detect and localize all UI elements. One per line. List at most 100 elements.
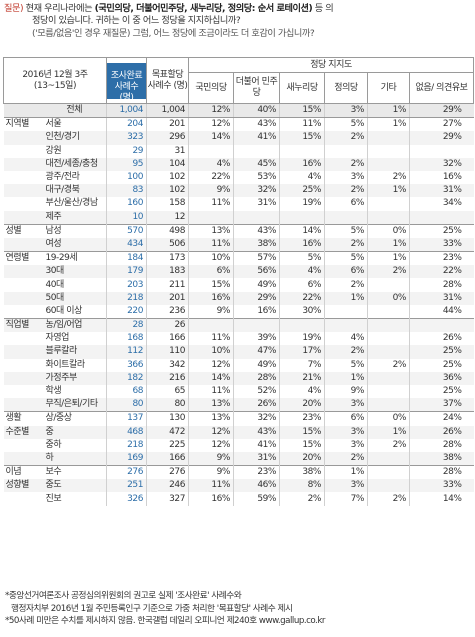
party-header: 기타	[367, 72, 410, 104]
party-percent: 32%	[233, 411, 280, 426]
footnote-1: *중앙선거여론조사 공정심의위원회의 권고로 실제 '조사완료' 사례수와	[5, 591, 242, 601]
table-row: 인천/경기 323 296 14% 41% 15% 2% 29%	[3, 131, 474, 145]
sample-target-count: 506	[146, 237, 189, 252]
table-row: 자영업 168 166 11% 39% 19% 4% 26%	[4, 332, 474, 346]
sample-done-count: 68	[106, 384, 147, 399]
group-label	[3, 102, 44, 119]
party-percent: 5%	[279, 251, 325, 266]
party-percent: 0%	[367, 223, 410, 238]
group-label: 이념	[3, 465, 44, 480]
party-percent: 16%	[188, 291, 234, 305]
party-percent: 14%	[279, 223, 325, 238]
party-percent: 26%	[409, 332, 474, 346]
party-percent: 5%	[324, 358, 368, 372]
party-percent: 38%	[279, 465, 325, 480]
party-percent: 11%	[188, 237, 234, 252]
sample-done-count: 323	[106, 131, 147, 145]
party-percent	[367, 278, 410, 292]
sample-target-count: 31	[146, 144, 189, 158]
party-percent: 1%	[324, 291, 368, 305]
party-percent: 12%	[188, 438, 234, 452]
party-percent: 22%	[409, 265, 474, 279]
party-percent: 13%	[188, 398, 234, 412]
group-label: 생활	[3, 411, 44, 426]
party-percent: 11%	[279, 117, 325, 132]
subgroup-label: 서울	[43, 117, 107, 132]
party-percent: 15%	[188, 278, 234, 292]
group-label	[3, 345, 44, 359]
party-percent: 46%	[233, 479, 280, 493]
party-percent: 2%	[367, 492, 410, 506]
party-percent: 7%	[324, 492, 368, 506]
party-percent: 28%	[409, 465, 474, 480]
party-percent: 9%	[188, 451, 234, 466]
sample-done-count: 1,004	[106, 102, 147, 119]
table-row: 가정주부 182 216 14% 28% 21% 1% 36%	[3, 371, 474, 385]
party-percent	[324, 144, 368, 158]
group-label	[3, 237, 44, 252]
sample-target-count: 166	[146, 332, 189, 346]
group-label	[4, 492, 44, 505]
table-row: 연령별 19-29세 184 173 10% 57% 5% 5% 1% 23%	[3, 251, 474, 266]
party-percent: 3%	[324, 170, 368, 185]
party-percent: 11%	[188, 384, 234, 399]
party-percent: 34%	[409, 197, 474, 211]
table-row: 30대 179 183 6% 56% 4% 6% 2% 22%	[3, 265, 474, 279]
sample-done-count: 182	[106, 371, 147, 385]
subgroup-label: 제주	[43, 210, 107, 225]
question-text-a: 현재 우리나라에는	[25, 3, 95, 14]
table-row: 중하 218 225 12% 41% 15% 3% 2% 28%	[4, 438, 474, 452]
group-label	[3, 265, 44, 279]
table-row: 50대 218 201 16% 29% 22% 1% 0% 31%	[3, 291, 474, 305]
subgroup-label: 가정주부	[43, 371, 107, 385]
party-percent: 12%	[188, 358, 234, 372]
subgroup-label: 남성	[43, 223, 107, 238]
group-label	[4, 171, 44, 184]
sample-done-count: 10	[106, 210, 147, 225]
party-percent: 3%	[324, 479, 368, 493]
question-text-b: 등 의	[312, 3, 334, 14]
sample-target-count: 216	[146, 371, 189, 385]
sample-target-count: 327	[146, 492, 189, 506]
party-percent: 1%	[324, 371, 368, 385]
subgroup-label: 인천/경기	[43, 131, 107, 145]
party-percent: 12%	[188, 117, 234, 132]
sample-done-count: 160	[106, 197, 147, 211]
group-label	[3, 291, 44, 305]
subgroup-label: 강원	[45, 145, 62, 156]
party-percent	[367, 197, 410, 211]
party-percent: 12%	[188, 102, 234, 119]
party-header: 새누리당	[279, 72, 325, 104]
sample-done-count: 83	[106, 184, 147, 198]
subgroup-label: 농/임/어업	[43, 318, 107, 333]
party-percent	[188, 318, 234, 333]
party-percent: 33%	[409, 479, 474, 493]
table-row: 제주 10 12	[3, 210, 474, 225]
sample-target-count: 1,004	[146, 102, 189, 119]
party-percent: 27%	[409, 117, 474, 132]
party-percent: 25%	[409, 384, 474, 399]
sample-done-count: 28	[106, 318, 147, 333]
subgroup-label: 19-29세	[43, 251, 107, 266]
party-percent: 20%	[279, 451, 325, 466]
party-percent: 31%	[409, 291, 474, 305]
party-percent	[324, 210, 368, 225]
party-header: 더불어 민주당	[233, 72, 280, 104]
table-row: 40대 203 211 15% 49% 6% 2% 28%	[4, 278, 474, 292]
party-percent	[367, 332, 410, 346]
group-label	[4, 197, 44, 210]
party-percent: 41%	[233, 131, 280, 145]
survey-period: 2016년 12월 3주	[22, 69, 88, 80]
party-percent: 16%	[409, 170, 474, 185]
group-label	[3, 398, 44, 412]
subgroup-label: 여성	[43, 237, 107, 252]
party-percent: 2%	[367, 438, 410, 452]
sample-target-count: 225	[146, 438, 189, 452]
subgroup-label: 학생	[45, 386, 62, 397]
party-percent: 15%	[279, 438, 325, 452]
table-row: 지역별 서울 204 201 12% 43% 11% 5% 1% 27%	[3, 117, 474, 132]
party-percent: 3%	[324, 102, 368, 119]
party-percent	[233, 210, 280, 225]
sample-done-count: 276	[106, 465, 147, 480]
table-row: 이념 보수 276 276 9% 23% 38% 1% 28%	[3, 465, 474, 480]
